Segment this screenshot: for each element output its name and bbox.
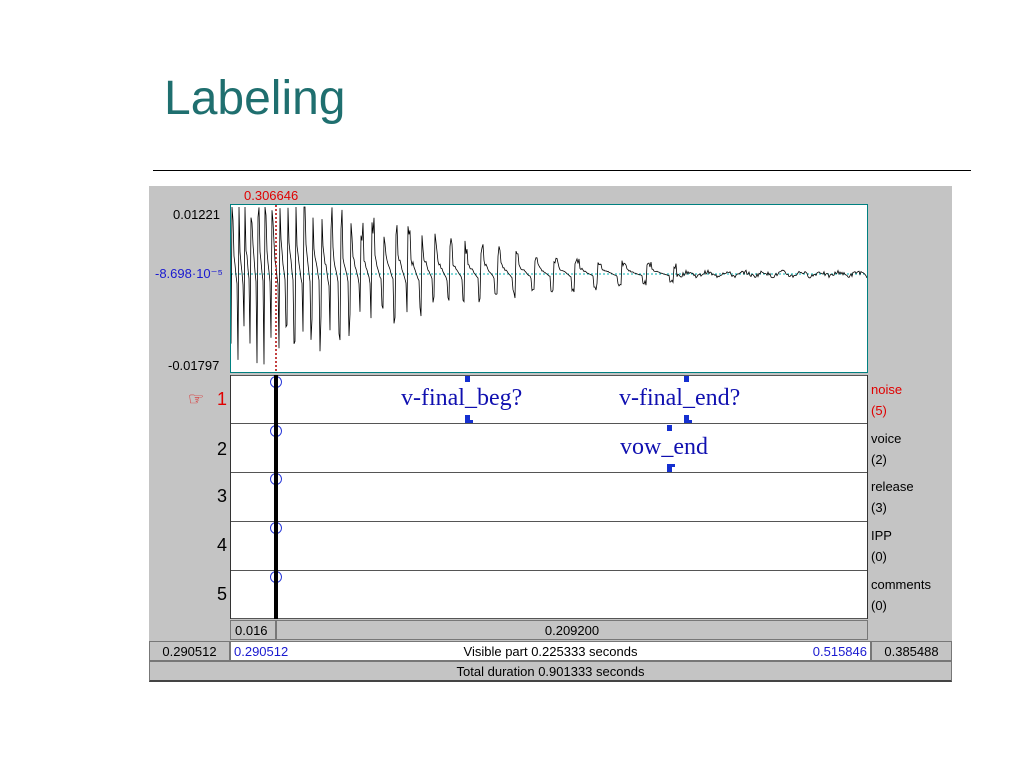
waveform-trace bbox=[231, 206, 867, 365]
cursor-line[interactable] bbox=[274, 375, 278, 619]
segment-before-cursor[interactable]: 0.016 bbox=[230, 620, 276, 640]
tier-name[interactable]: IPP (0) bbox=[871, 525, 892, 567]
waveform-panel[interactable] bbox=[230, 204, 868, 373]
tier-border bbox=[231, 423, 867, 424]
tier-name[interactable]: voice (2) bbox=[871, 428, 901, 470]
tier-name[interactable]: comments (0) bbox=[871, 574, 931, 616]
y-axis-max: 0.01221 bbox=[173, 207, 220, 222]
visible-start: 0.290512 bbox=[234, 643, 289, 659]
tier-border bbox=[231, 521, 867, 522]
tier-name-text: voice bbox=[871, 431, 902, 446]
tier-border bbox=[231, 618, 867, 619]
interval-label[interactable]: v-final_end? bbox=[619, 385, 741, 411]
tier-count: (3) bbox=[871, 500, 887, 515]
visible-part-text: Visible part 0.225333 seconds bbox=[463, 643, 638, 659]
tier-border bbox=[231, 472, 867, 473]
cursor-time-readout: 0.306646 bbox=[244, 188, 299, 203]
tier-number[interactable]: 1 bbox=[216, 389, 227, 409]
tier-count: (2) bbox=[871, 452, 887, 467]
y-axis-mid: -8.698·10⁻⁵ bbox=[155, 266, 223, 281]
outer-left-duration[interactable]: 0.290512 bbox=[149, 641, 230, 661]
tier-name-text: comments bbox=[871, 577, 931, 592]
tier-number[interactable]: 4 bbox=[216, 535, 227, 555]
boundary-marker[interactable] bbox=[667, 425, 672, 431]
tier-count: (0) bbox=[871, 549, 887, 564]
outer-right-duration[interactable]: 0.385488 bbox=[871, 641, 952, 661]
segment-after-cursor[interactable]: 0.209200 bbox=[276, 620, 868, 640]
interval-label[interactable]: v-final_beg? bbox=[401, 385, 523, 411]
tier-name[interactable]: release (3) bbox=[871, 476, 914, 518]
slide-title: Labeling bbox=[164, 72, 346, 125]
textgrid-editor: 0.306646 0.01221 -8.698·10⁻⁵ -0.01797 v-… bbox=[149, 186, 952, 682]
boundary-marker[interactable] bbox=[667, 464, 672, 472]
boundary-marker[interactable] bbox=[465, 376, 470, 382]
tier-name[interactable]: noise (5) bbox=[871, 379, 902, 421]
tier-border bbox=[231, 375, 867, 376]
tier-number[interactable]: 2 bbox=[216, 439, 227, 459]
tier-number[interactable]: 5 bbox=[216, 584, 227, 604]
interval-label[interactable]: vow_end bbox=[620, 434, 708, 460]
selected-tier-pointer-icon: ☞ bbox=[188, 389, 205, 409]
boundary-marker[interactable] bbox=[684, 415, 689, 423]
boundary-marker[interactable] bbox=[684, 376, 689, 382]
tier-name-text: release bbox=[871, 479, 914, 494]
tier-name-text: noise bbox=[871, 382, 903, 397]
boundary-foot bbox=[684, 420, 692, 423]
boundary-foot bbox=[465, 420, 473, 423]
tier-count: (5) bbox=[871, 403, 887, 418]
waveform-svg bbox=[231, 205, 867, 372]
tier-name-text: IPP bbox=[871, 528, 892, 543]
total-duration-bar[interactable]: Total duration 0.901333 seconds bbox=[149, 661, 952, 682]
tier-number[interactable]: 3 bbox=[216, 486, 227, 506]
boundary-foot bbox=[667, 464, 675, 467]
title-divider bbox=[153, 170, 971, 171]
boundary-marker[interactable] bbox=[465, 415, 470, 423]
tiers-panel[interactable]: v-final_beg? v-final_end? vow_end bbox=[230, 375, 868, 619]
tier-count: (0) bbox=[871, 598, 887, 613]
y-axis-min: -0.01797 bbox=[168, 358, 220, 373]
visible-end: 0.515846 bbox=[812, 643, 867, 659]
tier-border bbox=[231, 570, 867, 571]
visible-part-bar[interactable]: 0.290512 Visible part 0.225333 seconds 0… bbox=[230, 641, 871, 661]
